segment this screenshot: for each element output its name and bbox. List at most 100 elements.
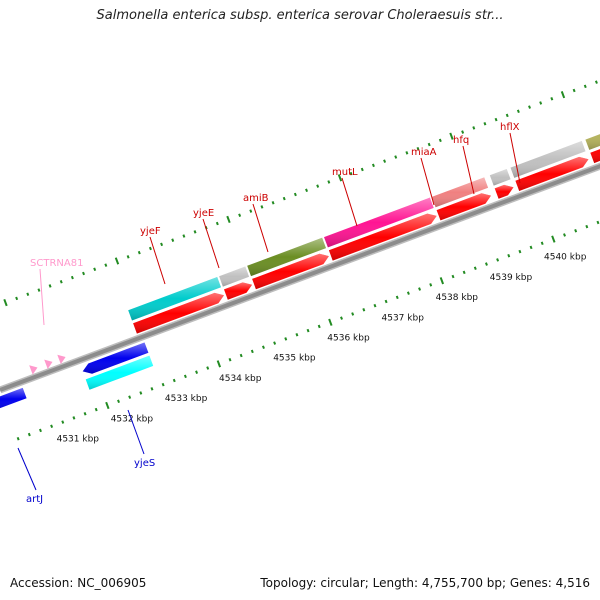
tick-mark [126, 255, 130, 259]
kbp-tick-label: 4537 kbp [382, 313, 425, 323]
gene-arrow-rev[interactable] [0, 387, 27, 410]
tick-mark [271, 201, 275, 205]
tick-mark [429, 283, 433, 287]
gene-arrow-rev[interactable] [82, 342, 149, 374]
tick-mark [284, 337, 288, 341]
tick-mark [496, 258, 500, 262]
tick-mark [3, 298, 8, 307]
tick-mark [94, 407, 98, 412]
tick-mark [150, 387, 154, 391]
gene-label[interactable]: yjeE [193, 208, 214, 219]
cog-bar-fwd[interactable] [585, 117, 600, 150]
gene-arrow-fwd[interactable] [133, 292, 224, 334]
tick-mark [226, 215, 231, 224]
gene-label[interactable]: yjeF [140, 226, 161, 237]
tick-mark [539, 101, 543, 105]
gene-label[interactable]: mutL [332, 167, 358, 178]
tick-mark [438, 138, 442, 143]
tick-mark [182, 234, 186, 238]
tick-mark [104, 263, 108, 267]
tick-mark [472, 126, 476, 130]
tick-mark [59, 280, 63, 284]
tick-mark [282, 196, 286, 201]
tick-mark [293, 192, 297, 197]
tick-mark [228, 357, 232, 362]
cog-bar-fwd[interactable] [247, 237, 326, 277]
gene-label[interactable]: hflX [500, 122, 520, 133]
cog-bar-fwd[interactable] [324, 197, 434, 248]
tick-mark [405, 151, 409, 155]
gene-label[interactable]: SCTRNA81 [30, 258, 83, 269]
tick-mark [406, 291, 410, 295]
gene-label[interactable]: artJ [26, 494, 43, 505]
gene-label[interactable]: yjeS [134, 458, 155, 469]
gene-label[interactable]: amiB [243, 193, 269, 204]
gene-arrow-fwd[interactable] [590, 133, 600, 164]
tick-mark [262, 345, 265, 349]
gene-arrow-fwd[interactable] [494, 184, 514, 199]
kbp-tick-label: 4535 kbp [273, 354, 316, 364]
tick-mark [337, 174, 343, 182]
tick-mark [216, 360, 222, 368]
gene-arrow-fwd[interactable] [436, 193, 491, 221]
tick-mark [273, 341, 277, 345]
tick-mark [215, 221, 219, 226]
tick-mark [529, 245, 533, 250]
tick-mark [27, 432, 31, 437]
tick-mark [93, 267, 97, 272]
gene-arrow-fwd[interactable] [224, 282, 253, 300]
kbp-tick-label: 4538 kbp [436, 293, 479, 303]
tick-mark [183, 374, 187, 379]
label-leader-line [420, 157, 435, 206]
cog-bar-fwd[interactable] [128, 277, 221, 321]
label-leader-line [252, 203, 269, 253]
tick-mark [528, 105, 531, 109]
tick-mark [360, 167, 364, 172]
cog-bar-rev[interactable] [85, 355, 154, 390]
gene-arrow-fwd[interactable] [515, 156, 589, 191]
tick-mark [550, 97, 554, 101]
trna-marker[interactable] [44, 359, 53, 369]
gene-arrow-fwd[interactable] [252, 253, 329, 290]
tick-mark [172, 378, 176, 383]
gene-label[interactable]: miaA [411, 147, 437, 158]
tick-mark [395, 295, 399, 300]
label-leader-line [149, 236, 166, 285]
tick-mark [439, 277, 445, 285]
tick-mark [239, 353, 243, 358]
tick-mark [518, 249, 522, 254]
tick-mark [551, 235, 556, 243]
tick-mark [117, 399, 120, 404]
gene-label[interactable]: hfq [453, 135, 469, 146]
trna-marker[interactable] [57, 354, 66, 365]
tick-mark [594, 80, 598, 84]
tick-mark [295, 333, 299, 337]
cog-bar-fwd[interactable] [219, 266, 250, 287]
cog-bar-fwd[interactable] [510, 141, 586, 178]
tick-mark [373, 303, 377, 308]
tick-mark [416, 146, 420, 151]
tick-mark [305, 188, 308, 193]
tick-mark [105, 401, 110, 410]
tick-mark [238, 213, 242, 217]
tick-mark [250, 349, 254, 354]
tick-mark [16, 436, 20, 441]
tick-mark [39, 428, 42, 433]
kbp-tick-label: 4540 kbp [544, 253, 587, 263]
cog-bar-fwd[interactable] [489, 169, 511, 186]
tick-mark [507, 253, 511, 258]
gene-arrow-fwd[interactable] [328, 213, 437, 261]
tick-mark [193, 230, 197, 234]
genes-layer [0, 117, 600, 410]
label-leader-line [39, 268, 45, 326]
cog-bar-fwd[interactable] [431, 177, 489, 208]
tick-mark [418, 287, 422, 291]
tick-mark [494, 117, 498, 122]
scale-ticks-layer [3, 80, 600, 441]
label-leader-line [202, 218, 220, 269]
tick-mark [484, 262, 488, 266]
labels-layer: 4531 kbp 4532 kbp 4533 kbp 4534 kbp 4535 kbp… [17, 122, 587, 505]
tick-mark [83, 412, 87, 416]
trna-marker[interactable] [29, 365, 38, 375]
